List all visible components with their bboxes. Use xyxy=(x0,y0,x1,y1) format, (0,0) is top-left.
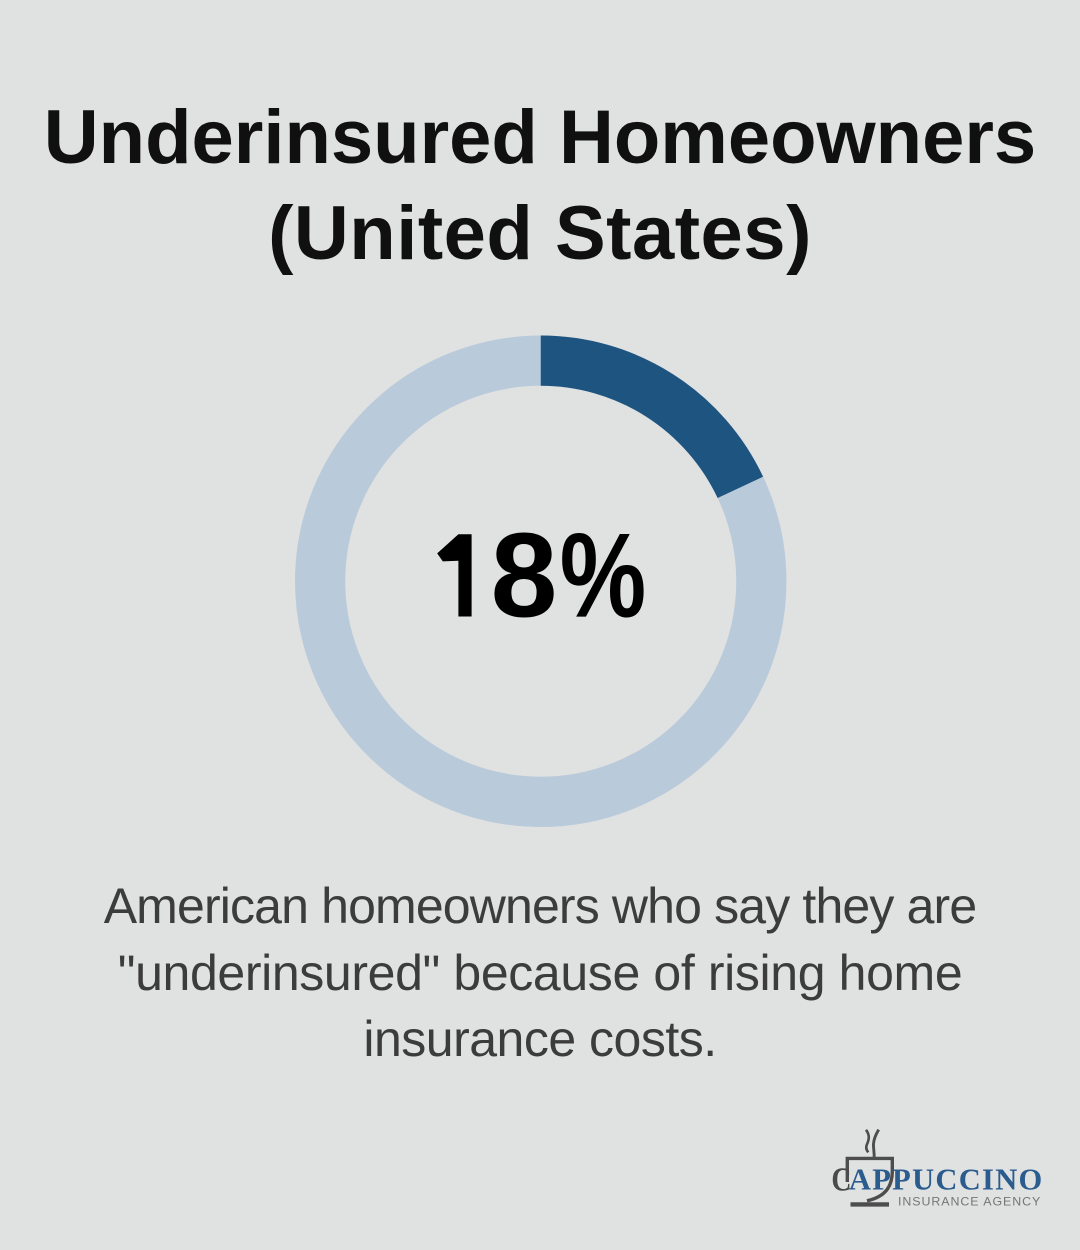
svg-text:APPUCCINO: APPUCCINO xyxy=(849,1163,1044,1197)
svg-text:%: % xyxy=(560,509,646,643)
svg-text:8: 8 xyxy=(491,509,558,643)
svg-text:INSURANCE AGENCY: INSURANCE AGENCY xyxy=(898,1195,1041,1209)
svg-text:C: C xyxy=(831,1160,851,1198)
